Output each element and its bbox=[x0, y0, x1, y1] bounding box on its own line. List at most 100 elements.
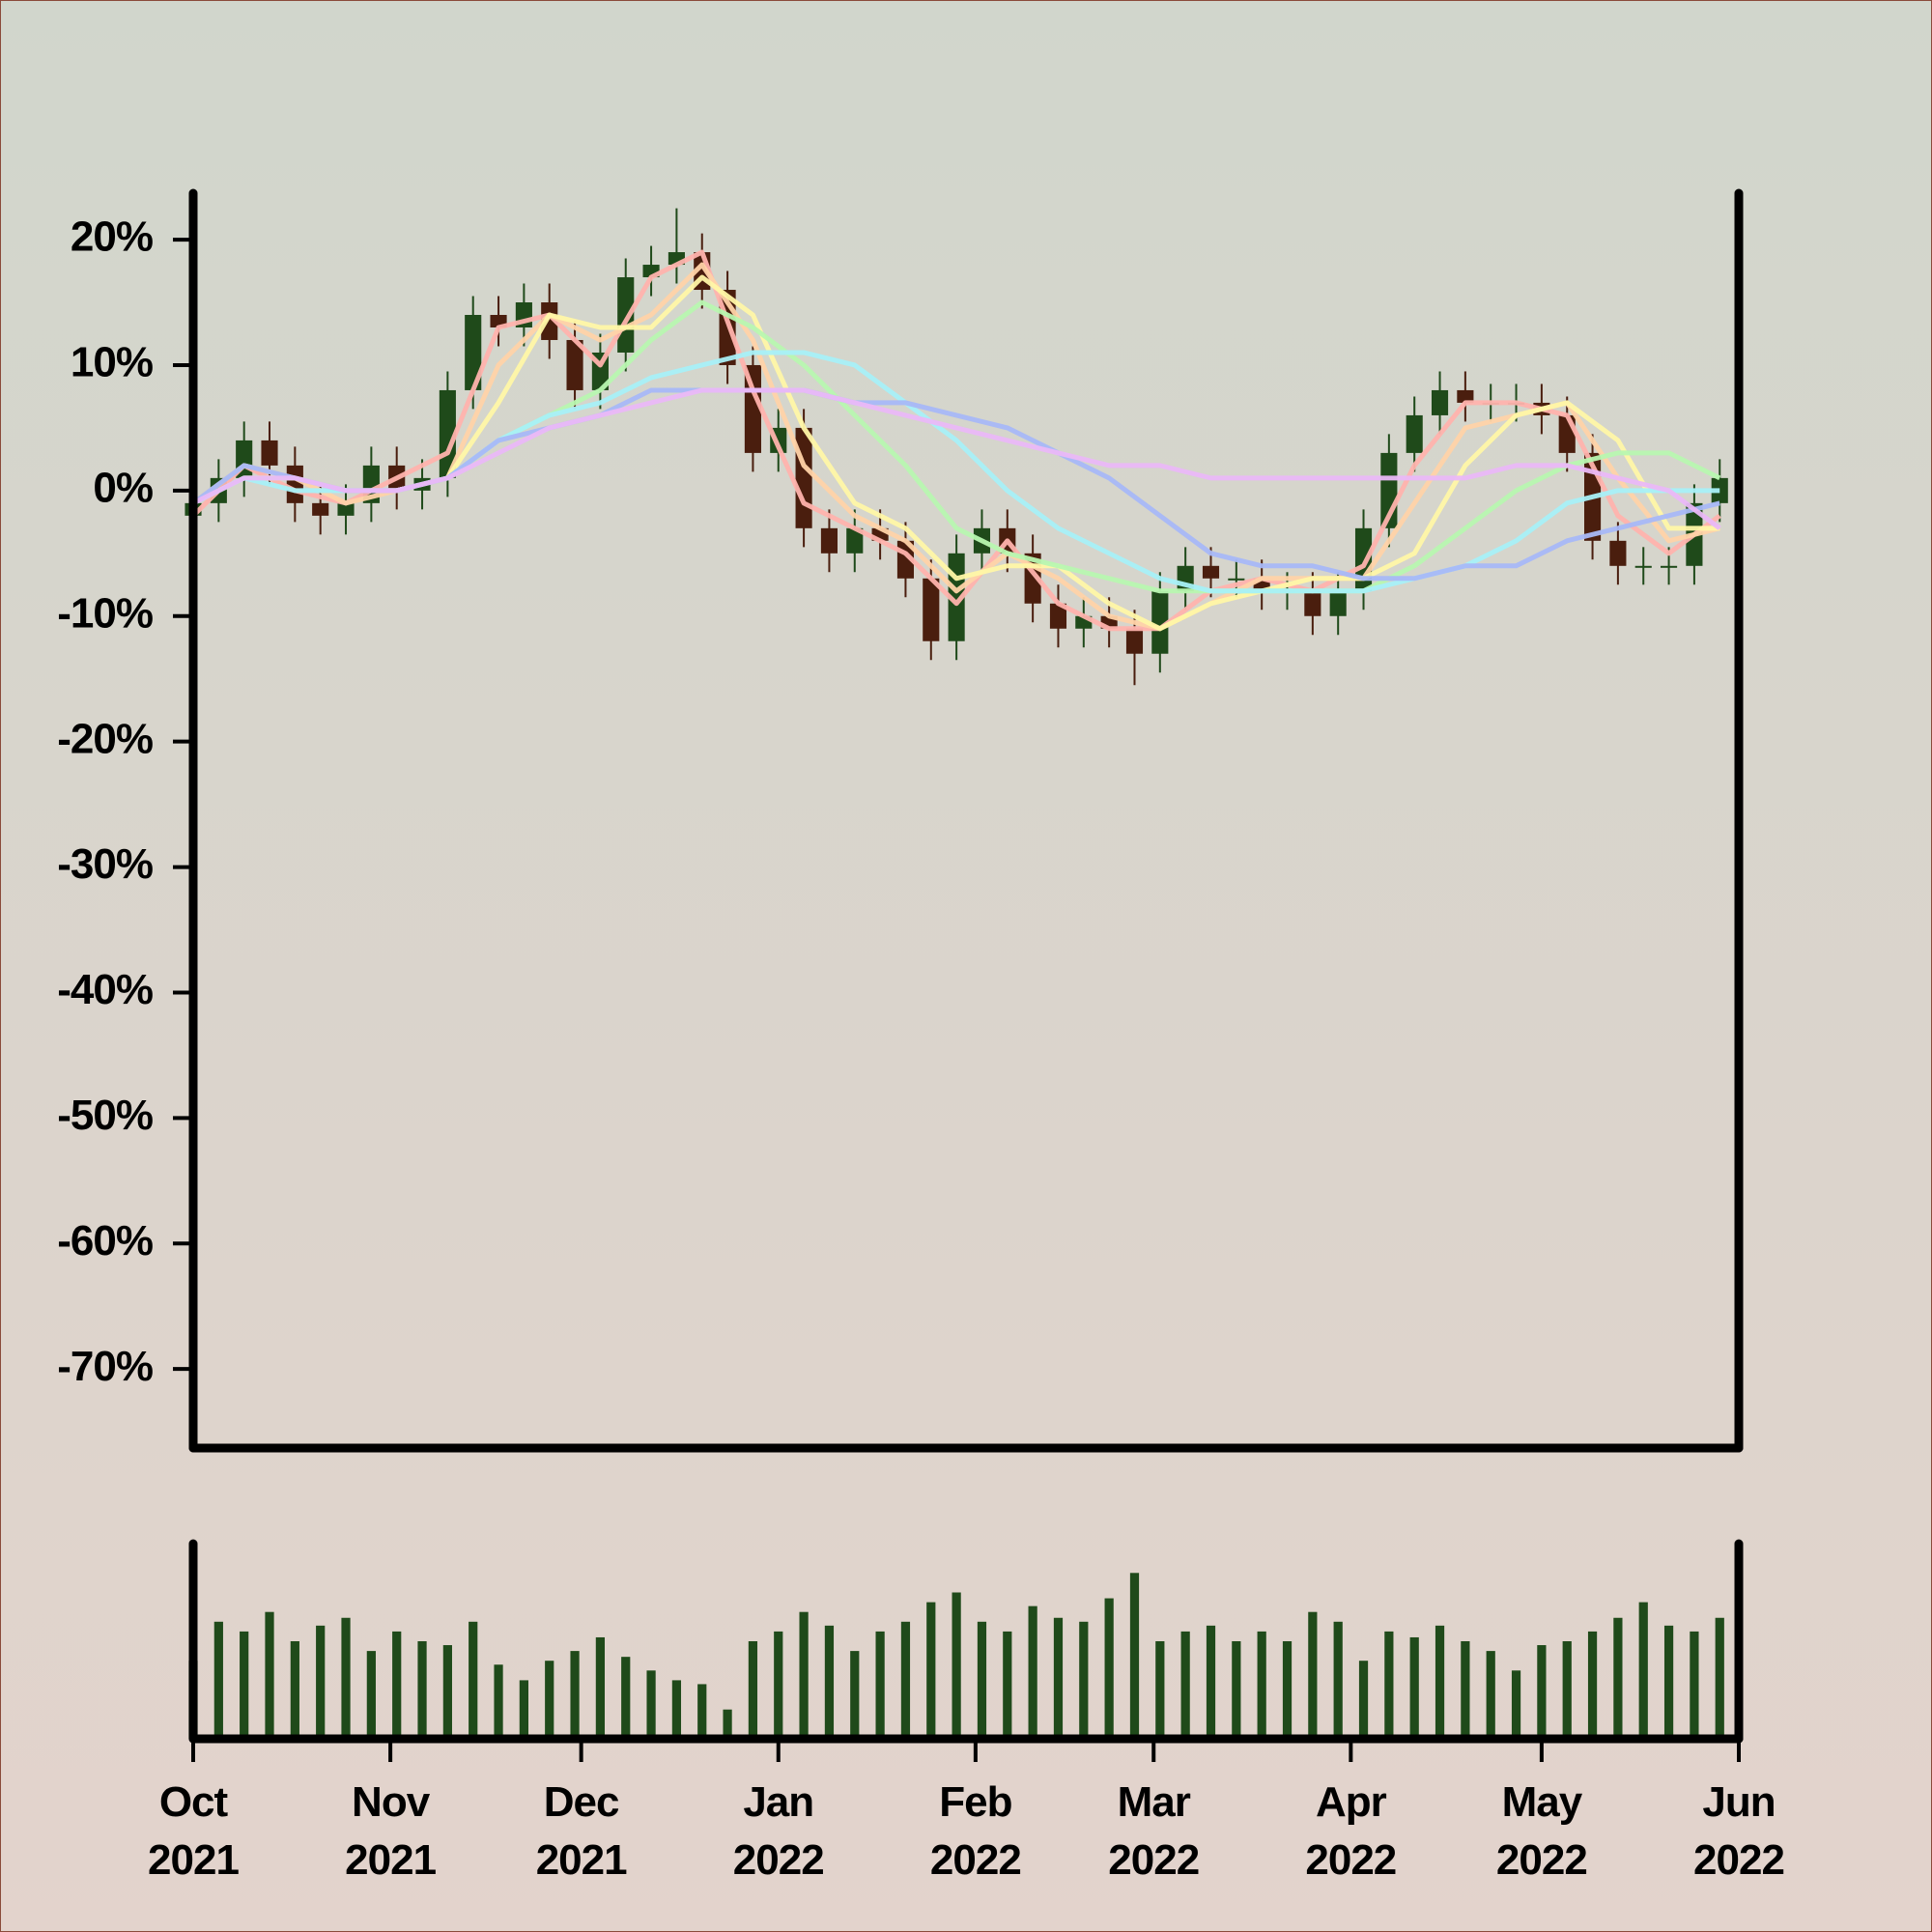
candle-body bbox=[617, 277, 635, 353]
x-tick-text: Apr 2022 bbox=[1305, 1778, 1397, 1884]
volume-bar bbox=[1003, 1631, 1012, 1739]
volume-bar bbox=[213, 1621, 223, 1739]
volume-bar bbox=[545, 1661, 554, 1739]
candle-body bbox=[1609, 540, 1627, 566]
x-tick-text: May 2022 bbox=[1495, 1778, 1588, 1884]
volume-bar bbox=[1537, 1645, 1547, 1739]
y-tick-label: -60% bbox=[57, 1217, 153, 1264]
y-tick-label: -20% bbox=[57, 715, 153, 762]
volume-bar bbox=[1511, 1670, 1521, 1739]
volume-bar bbox=[799, 1611, 809, 1739]
volume-bar bbox=[417, 1641, 427, 1739]
volume-bar bbox=[442, 1645, 452, 1739]
volume-bar bbox=[494, 1664, 503, 1739]
candle-body bbox=[795, 427, 812, 528]
candle-body bbox=[286, 465, 303, 503]
x-tick-label: Apr 2022 bbox=[1305, 1774, 1397, 1889]
volume-bar bbox=[952, 1592, 961, 1739]
x-tick-label: Feb 2022 bbox=[930, 1774, 1022, 1889]
volume-bar bbox=[1129, 1573, 1140, 1739]
volume-bar bbox=[1486, 1651, 1495, 1739]
y-tick-label: -50% bbox=[57, 1092, 153, 1139]
candle-body bbox=[1202, 565, 1220, 579]
candle-body bbox=[923, 578, 940, 641]
volume-bar bbox=[926, 1602, 936, 1739]
candle-body bbox=[541, 302, 558, 340]
volume-bar bbox=[595, 1636, 606, 1739]
volume-bar bbox=[774, 1631, 783, 1739]
volume-bar bbox=[519, 1680, 528, 1739]
volume-bar bbox=[1232, 1641, 1241, 1739]
volume-bar bbox=[392, 1631, 402, 1739]
volume-bar bbox=[900, 1621, 911, 1739]
volume-bar bbox=[977, 1621, 987, 1739]
volume-bar bbox=[240, 1631, 249, 1739]
volume-bar bbox=[1409, 1636, 1419, 1739]
volume-bar bbox=[316, 1625, 326, 1739]
volume-bar bbox=[850, 1651, 860, 1739]
x-tick-label: Mar 2022 bbox=[1108, 1774, 1200, 1889]
x-tick-label: Dec 2021 bbox=[536, 1774, 628, 1889]
x-tick-label: Nov 2021 bbox=[345, 1774, 437, 1889]
candle-body bbox=[337, 502, 355, 516]
volume-bar bbox=[646, 1670, 656, 1739]
volume-bar bbox=[1435, 1625, 1445, 1739]
x-tick-text: Feb 2022 bbox=[929, 1778, 1022, 1884]
volume-bar bbox=[748, 1641, 758, 1739]
volume-bar bbox=[1663, 1625, 1674, 1739]
x-tick-label: Oct 2021 bbox=[148, 1774, 240, 1889]
volume-bar bbox=[1638, 1602, 1648, 1739]
volume-bar bbox=[1715, 1617, 1724, 1739]
candle-body bbox=[1125, 628, 1144, 654]
y-tick-label: 20% bbox=[71, 213, 153, 261]
y-tick-label: 10% bbox=[71, 339, 153, 386]
candle-body bbox=[261, 440, 278, 466]
x-tick-label: May 2022 bbox=[1496, 1774, 1588, 1889]
volume-bar bbox=[1613, 1617, 1623, 1739]
volume-bar bbox=[1333, 1621, 1343, 1739]
candle-body bbox=[1431, 389, 1449, 415]
volume-bar bbox=[1282, 1641, 1293, 1739]
volume-bar bbox=[265, 1611, 274, 1739]
x-tick-label: Jan 2022 bbox=[733, 1774, 825, 1889]
x-tick-text: Jun 2022 bbox=[1693, 1778, 1785, 1884]
volume-bar bbox=[1104, 1598, 1114, 1739]
volume-bar bbox=[875, 1631, 885, 1739]
volume-bar bbox=[1079, 1621, 1089, 1739]
volume-bar bbox=[671, 1680, 682, 1739]
candle-body bbox=[1304, 590, 1321, 616]
volume-bar bbox=[723, 1709, 732, 1739]
moving-average bbox=[191, 249, 1721, 632]
candle-body bbox=[820, 527, 838, 554]
x-tick-label: Jun 2022 bbox=[1693, 1774, 1785, 1889]
volume-bar bbox=[341, 1617, 351, 1739]
x-tick-text: Nov 2021 bbox=[345, 1778, 437, 1884]
y-tick-label: 0% bbox=[93, 464, 153, 511]
volume-bar bbox=[1358, 1661, 1369, 1739]
candle-body bbox=[1049, 603, 1067, 629]
volume-bar bbox=[290, 1641, 299, 1739]
candle-body bbox=[1634, 565, 1652, 568]
volume-bar bbox=[697, 1684, 707, 1739]
y-tick-label: -10% bbox=[57, 589, 153, 637]
volume-bar bbox=[1562, 1641, 1572, 1739]
volume-bar bbox=[366, 1651, 376, 1739]
volume-bar bbox=[1308, 1611, 1318, 1739]
volume-bar bbox=[1028, 1605, 1037, 1739]
volume-bar bbox=[824, 1625, 835, 1739]
volume-bar bbox=[1257, 1631, 1266, 1739]
volume-bar bbox=[1384, 1631, 1394, 1739]
volume-bar bbox=[469, 1621, 478, 1739]
x-tick-text: Mar 2022 bbox=[1108, 1778, 1200, 1884]
x-tick-text: Oct 2021 bbox=[148, 1778, 240, 1884]
volume-bar bbox=[1155, 1641, 1165, 1739]
volume-bar bbox=[1461, 1641, 1470, 1739]
candle-body bbox=[744, 364, 761, 453]
x-tick-text: Jan 2022 bbox=[732, 1778, 825, 1884]
y-tick-label: -70% bbox=[57, 1343, 153, 1390]
volume-bar bbox=[1690, 1631, 1699, 1739]
volume-bar bbox=[1180, 1631, 1190, 1739]
